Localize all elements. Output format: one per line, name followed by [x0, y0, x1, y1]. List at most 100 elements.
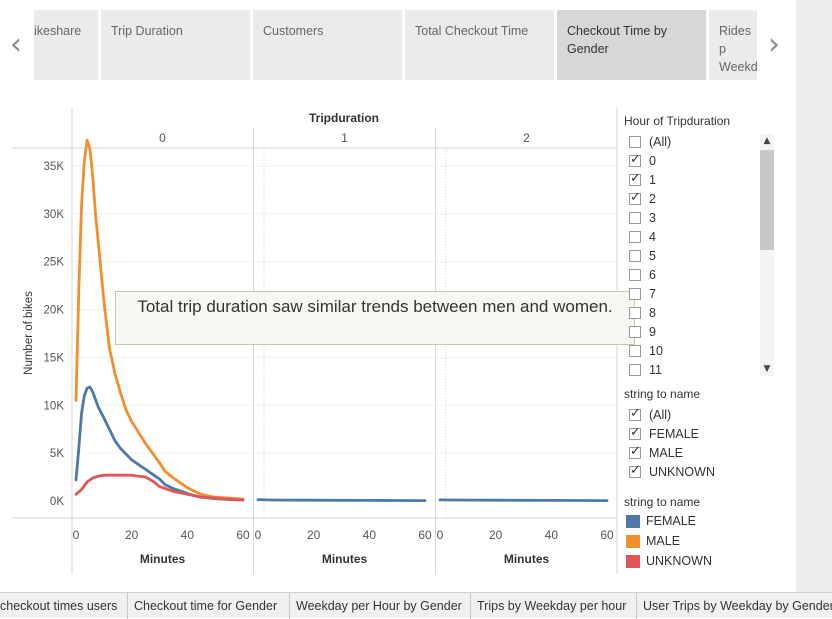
panel-header: 0 — [159, 131, 166, 145]
legend-title: string to name — [624, 495, 701, 509]
checkbox-icon[interactable] — [629, 212, 641, 224]
checkbox-checked-icon[interactable] — [629, 463, 641, 478]
gender-filter-item-label: FEMALE — [649, 427, 700, 441]
series-line-female-panel-0 — [74, 385, 245, 502]
right-gutter — [796, 0, 832, 592]
hour-filter-item[interactable]: 7 — [629, 285, 656, 303]
hour-filter-item[interactable]: 5 — [629, 247, 656, 265]
checkbox-icon[interactable] — [629, 136, 641, 148]
story-tab-bikeshare[interactable]: ikeshare — [34, 10, 98, 80]
story-tab-trip-duration[interactable]: Trip Duration — [101, 10, 250, 80]
y-tick-label: 15K — [44, 352, 65, 364]
hour-filter-item-label: 3 — [649, 211, 656, 225]
x-tick-label: 20 — [489, 528, 503, 542]
chart-title: Tripduration — [309, 111, 379, 125]
checkbox-icon[interactable] — [629, 250, 641, 262]
checkbox-checked-icon[interactable] — [629, 190, 641, 205]
legend-label: UNKNOWN — [646, 554, 712, 568]
x-axis-label: Minutes — [322, 552, 368, 566]
y-tick-label: 0K — [50, 496, 64, 508]
x-tick-label: 20 — [307, 528, 321, 542]
checkbox-checked-icon[interactable] — [629, 171, 641, 186]
checkbox-checked-icon[interactable] — [629, 152, 641, 167]
series-line-female-panel-2 — [438, 498, 609, 503]
hour-filter-item-label: 9 — [649, 325, 656, 339]
legend-swatch — [626, 534, 640, 548]
story-tab-customers[interactable]: Customers — [253, 10, 402, 80]
panel-header: 1 — [341, 131, 348, 145]
x-tick-label: 60 — [418, 528, 432, 542]
legend-item[interactable]: FEMALE — [626, 513, 696, 529]
gender-filter-item[interactable]: UNKNOWN — [629, 463, 715, 481]
hour-filter-item-label: 11 — [649, 363, 662, 377]
checkbox-icon[interactable] — [629, 364, 641, 376]
x-tick-label: 40 — [363, 528, 377, 542]
y-tick-label: 10K — [44, 400, 65, 412]
hour-filter-item[interactable]: 0 — [629, 152, 656, 170]
chevron-left-icon[interactable]: ‹ — [10, 27, 22, 62]
gender-filter-item-label: UNKNOWN — [649, 465, 715, 479]
sheet-tab-checkout-time-for-gender[interactable]: Checkout time for Gender — [128, 593, 290, 619]
x-tick-label: 0 — [437, 528, 444, 542]
x-axis-label: Minutes — [504, 552, 550, 566]
sheet-tab-checkout-times-users[interactable]: checkout times users — [0, 593, 128, 619]
gender-filter-item[interactable]: (All) — [629, 406, 671, 424]
checkbox-icon[interactable] — [629, 288, 641, 300]
hour-filter-item[interactable]: 3 — [629, 209, 656, 227]
checkbox-icon[interactable] — [629, 307, 641, 319]
hour-filter-item[interactable]: (All) — [629, 133, 671, 151]
hour-filter-item-label: 4 — [649, 230, 656, 244]
legend-item[interactable]: MALE — [626, 533, 680, 549]
hour-filter-item[interactable]: 9 — [629, 323, 656, 341]
hour-filter-item-label: 5 — [649, 249, 656, 263]
checkbox-icon[interactable] — [629, 345, 641, 357]
checkbox-checked-icon[interactable] — [629, 425, 641, 440]
legend-label: FEMALE — [646, 514, 697, 528]
x-tick-label: 60 — [236, 528, 250, 542]
hour-filter-item-label: 10 — [649, 344, 663, 358]
legend-swatch — [626, 514, 640, 528]
x-tick-label: 0 — [73, 528, 80, 542]
legend-item[interactable]: UNKNOWN — [626, 553, 712, 569]
y-tick-label: 5K — [50, 448, 64, 460]
series-line-unknown-panel-0 — [74, 473, 245, 502]
gender-filter-item-label: (All) — [649, 408, 672, 422]
checkbox-icon[interactable] — [629, 269, 641, 281]
sheet-tab-trips-by-weekday-per-hour[interactable]: Trips by Weekday per hour — [471, 593, 637, 619]
x-tick-label: 60 — [600, 528, 614, 542]
story-tab-checkout-time-by-gender[interactable]: Checkout Time by Gender — [557, 10, 706, 80]
hour-filter-item[interactable]: 10 — [629, 342, 663, 360]
hour-filter-item[interactable]: 6 — [629, 266, 656, 284]
checkbox-checked-icon[interactable] — [629, 444, 641, 459]
gender-filter-item-label: MALE — [649, 446, 684, 460]
hour-filter-item[interactable]: 8 — [629, 304, 656, 322]
y-tick-label: 30K — [44, 209, 65, 221]
checkbox-checked-icon[interactable] — [629, 406, 641, 421]
checkbox-icon[interactable] — [629, 326, 641, 338]
sheet-tab-user-trips-by-weekday-by-gender[interactable]: User Trips by Weekday by Gender — [643, 599, 832, 613]
series-line-female-panel-1 — [256, 498, 427, 503]
gender-filter-title: string to name — [624, 387, 701, 401]
checkbox-icon[interactable] — [629, 231, 641, 243]
hour-filter-item[interactable]: 1 — [629, 171, 656, 189]
legend-label: MALE — [646, 534, 681, 548]
story-tab-rides-per-weekday[interactable]: Rides p Weekd — [709, 10, 757, 80]
gender-filter-item[interactable]: FEMALE — [629, 425, 699, 443]
story-tab-total-checkout-time[interactable]: Total Checkout Time — [405, 10, 554, 80]
gender-filter-item[interactable]: MALE — [629, 444, 683, 462]
sheet-tab-weekday-per-hour-by-gender[interactable]: Weekday per Hour by Gender — [290, 593, 471, 619]
hour-filter-item[interactable]: 4 — [629, 228, 656, 246]
y-tick-label: 20K — [44, 305, 65, 317]
scroll-down-icon[interactable]: ▼ — [763, 364, 771, 374]
hour-filter-item-label: 0 — [649, 154, 656, 168]
chevron-right-icon[interactable]: › — [768, 27, 780, 62]
hour-filter-item-label: 6 — [649, 268, 656, 282]
sheet-tab-bar: checkout times users Checkout time for G… — [0, 592, 832, 619]
scroll-thumb[interactable] — [760, 150, 774, 250]
hour-filter-scrollbar[interactable]: ▲ ▼ — [760, 134, 774, 376]
y-axis-label: Number of bikes — [23, 291, 35, 375]
hour-filter-item[interactable]: 11 — [629, 361, 662, 379]
hour-filter-item[interactable]: 2 — [629, 190, 656, 208]
scroll-up-icon[interactable]: ▲ — [763, 136, 771, 146]
